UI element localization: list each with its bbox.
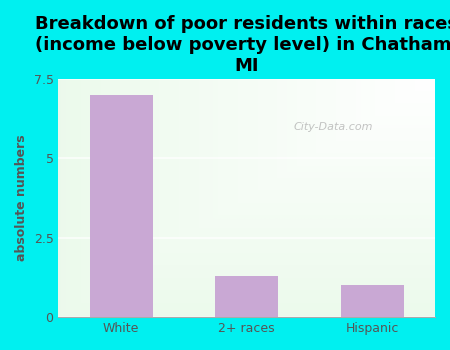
- Y-axis label: absolute numbers: absolute numbers: [15, 135, 28, 261]
- Bar: [341, 285, 404, 317]
- Bar: [216, 276, 278, 317]
- Title: Breakdown of poor residents within races
(income below poverty level) in Chatham: Breakdown of poor residents within races…: [35, 15, 450, 75]
- Text: City-Data.com: City-Data.com: [293, 121, 373, 132]
- Bar: [90, 95, 153, 317]
